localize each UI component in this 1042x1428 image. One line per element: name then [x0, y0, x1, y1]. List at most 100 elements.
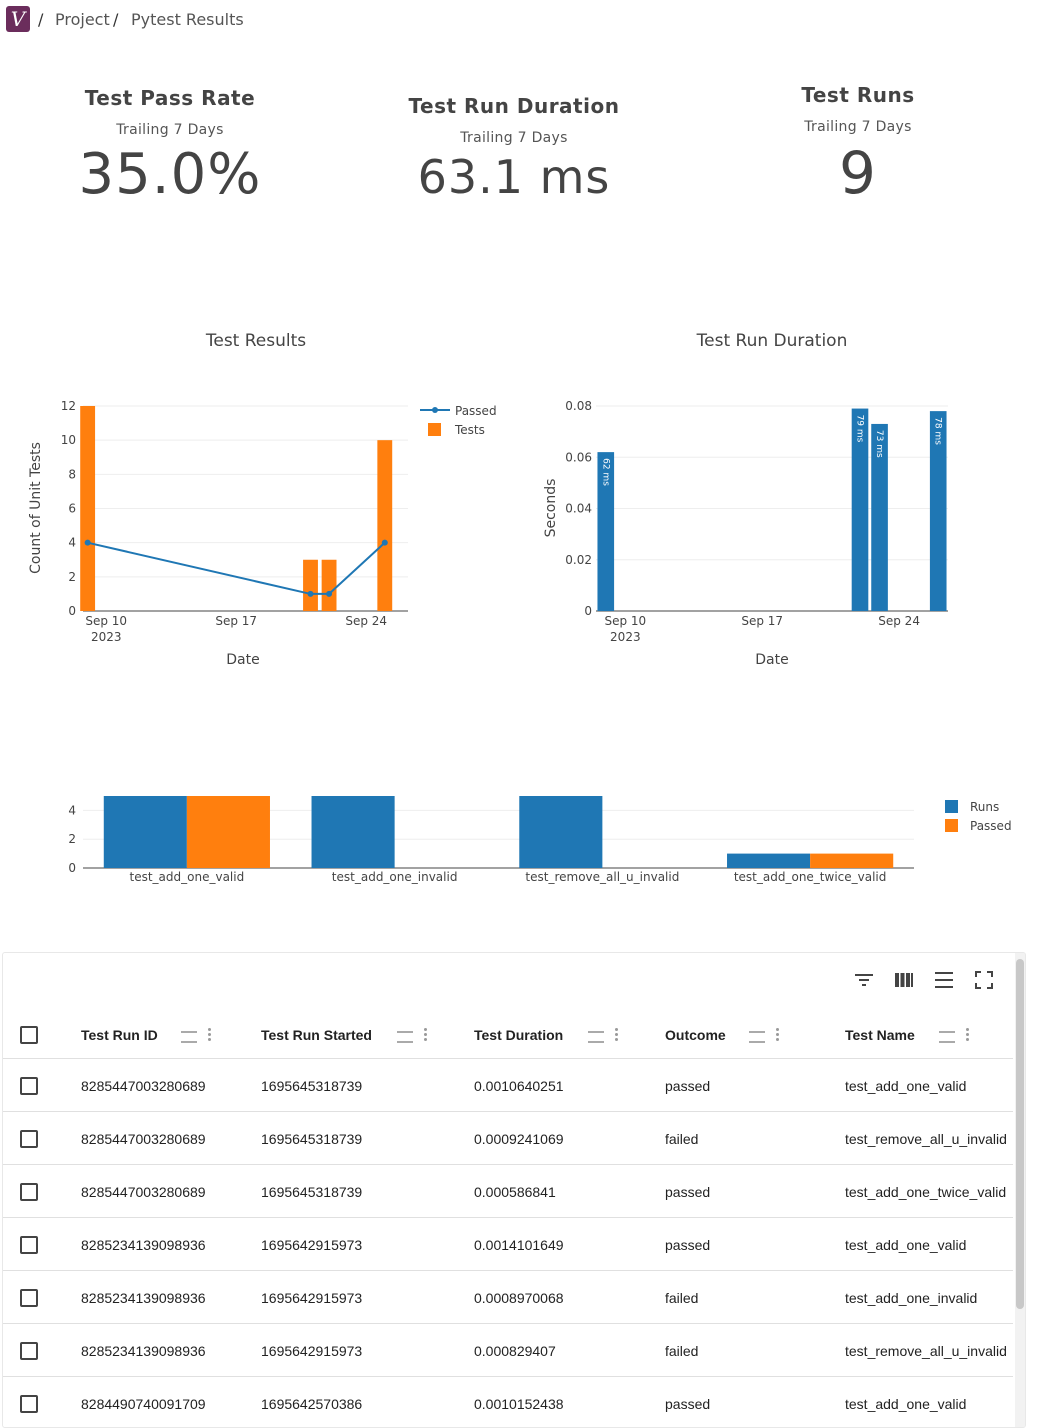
kpi-test-runs: Test Runs Trailing 7 Days 9 [728, 83, 988, 207]
table-row[interactable]: 8285447003280689 1695645318739 0.000924106… [3, 1112, 1013, 1165]
row-divider [3, 1376, 1013, 1377]
table-cell: 0.0009241069 [474, 1131, 564, 1147]
table-row[interactable]: 8285234139098936 1695642915973 0.001410164… [3, 1218, 1013, 1271]
chart-y-axis-label: Seconds [543, 479, 559, 538]
series-bar-passed[interactable] [186, 796, 270, 868]
table-cell: test_add_one_twice_valid [845, 1184, 1007, 1200]
series-bar-runs[interactable] [311, 796, 395, 868]
table-cell: 1695645318739 [261, 1078, 363, 1094]
column-menu-icon[interactable] [615, 1028, 618, 1043]
tests-bar[interactable] [377, 440, 393, 611]
y-tick-label: 0.06 [565, 450, 592, 464]
bar-data-label: 78 ms [933, 417, 943, 445]
duration-bar[interactable] [597, 452, 615, 611]
column-drag-icon[interactable] [749, 1031, 765, 1043]
columns-icon[interactable] [893, 969, 915, 991]
x-tick-label: test_remove_all_u_invalid [525, 870, 679, 884]
duration-bar[interactable] [929, 411, 947, 611]
column-drag-icon[interactable] [397, 1031, 413, 1043]
series-bar-runs[interactable] [519, 796, 603, 868]
tests-bar[interactable] [80, 406, 96, 611]
breadcrumb-separator: / [113, 10, 119, 29]
column-menu-icon[interactable] [966, 1028, 969, 1043]
row-checkbox[interactable] [20, 1130, 38, 1148]
row-checkbox[interactable] [20, 1289, 38, 1307]
axis-tick-label: Sep 24 [878, 614, 920, 628]
table-scrollbar-thumb[interactable] [1016, 959, 1024, 1309]
axis-tick-label: 2023 [91, 630, 122, 644]
table-cell: passed [665, 1237, 711, 1253]
table-scrollbar-track[interactable] [1015, 953, 1025, 1427]
table-row[interactable]: 8284490740091709 1695642570386 0.001015243… [3, 1377, 1013, 1427]
y-tick-label: 6 [68, 502, 76, 516]
kpi-pass-rate: Test Pass Rate Trailing 7 Days 35.0% [40, 86, 300, 207]
column-menu-icon[interactable] [424, 1028, 427, 1043]
table-row[interactable]: 8285447003280689 1695645318739 0.000586841… [3, 1165, 1013, 1218]
table-cell: test_add_one_valid [845, 1237, 967, 1253]
legend-tests: Tests [454, 423, 485, 437]
table-cell: 1695642915973 [261, 1237, 363, 1253]
table-cell: 0.000829407 [474, 1343, 556, 1359]
breadcrumb-project-link[interactable]: Project [55, 10, 110, 29]
bar-data-label: 62 ms [600, 458, 610, 486]
x-tick-label: test_add_one_twice_valid [734, 870, 887, 884]
select-all-checkbox[interactable] [20, 1026, 38, 1044]
bar-data-label: 73 ms [874, 430, 884, 458]
table-cell: test_remove_all_u_invalid [845, 1131, 1007, 1147]
row-checkbox[interactable] [20, 1395, 38, 1413]
column-header[interactable]: Test Duration [474, 1027, 564, 1043]
series-bar-runs[interactable] [103, 796, 187, 868]
column-header[interactable]: Outcome [665, 1027, 726, 1043]
row-checkbox[interactable] [20, 1236, 38, 1254]
chart-legend: Passed Tests [420, 404, 497, 437]
kpi-value: 63.1 ms [417, 150, 611, 204]
filter-icon[interactable] [853, 969, 875, 991]
y-tick-label: 2 [68, 832, 76, 846]
row-divider [3, 1323, 1013, 1324]
column-drag-icon[interactable] [939, 1031, 955, 1043]
fullscreen-icon[interactable] [973, 969, 995, 991]
duration-bar[interactable] [871, 423, 888, 611]
column-menu-icon[interactable] [776, 1028, 779, 1043]
table-cell: 8285447003280689 [81, 1184, 206, 1200]
column-drag-icon[interactable] [181, 1031, 197, 1043]
chart-x-axis-label: Date [755, 652, 788, 668]
column-menu-icon[interactable] [208, 1028, 211, 1043]
header-divider [3, 1058, 1013, 1059]
column-header[interactable]: Test Run ID [81, 1027, 158, 1043]
row-divider [3, 1217, 1013, 1218]
column-header[interactable]: Test Run Started [261, 1027, 372, 1043]
table-row[interactable]: 8285447003280689 1695645318739 0.001064025… [3, 1059, 1013, 1112]
legend-runs: Runs [970, 800, 999, 814]
tests-bar[interactable] [321, 559, 337, 611]
legend-passed: Passed [455, 404, 497, 418]
table-row[interactable]: 8285234139098936 1695642915973 0.000829407… [3, 1324, 1013, 1377]
column-drag-icon[interactable] [588, 1031, 604, 1043]
chart-title: Test Run Duration [696, 331, 848, 351]
row-checkbox[interactable] [20, 1342, 38, 1360]
tests-bar[interactable] [303, 559, 318, 611]
series-bar-runs[interactable] [727, 853, 811, 868]
y-tick-label: 0 [68, 604, 76, 618]
kpi-title: Test Pass Rate [84, 86, 256, 110]
duration-bar[interactable] [851, 408, 869, 611]
passed-point[interactable] [326, 590, 333, 597]
kpi-value: 35.0% [78, 142, 262, 207]
table-cell: test_remove_all_u_invalid [845, 1343, 1007, 1359]
series-bar-passed[interactable] [810, 853, 894, 868]
row-checkbox[interactable] [20, 1077, 38, 1095]
table-cell: test_add_one_invalid [845, 1290, 978, 1306]
row-checkbox[interactable] [20, 1183, 38, 1201]
chart-x-axis-label: Date [226, 652, 259, 668]
breadcrumb-separator: / [38, 10, 44, 29]
app-logo[interactable]: V [6, 6, 30, 32]
passed-point[interactable] [84, 539, 91, 546]
y-tick-label: 2 [68, 570, 76, 584]
passed-point[interactable] [307, 590, 314, 597]
table-row[interactable]: 8285234139098936 1695642915973 0.000897006… [3, 1271, 1013, 1324]
y-tick-label: 4 [68, 536, 76, 550]
passed-point[interactable] [381, 539, 388, 546]
density-icon[interactable] [933, 969, 955, 991]
table-cell: 0.0010152438 [474, 1396, 564, 1412]
column-header[interactable]: Test Name [845, 1027, 915, 1043]
